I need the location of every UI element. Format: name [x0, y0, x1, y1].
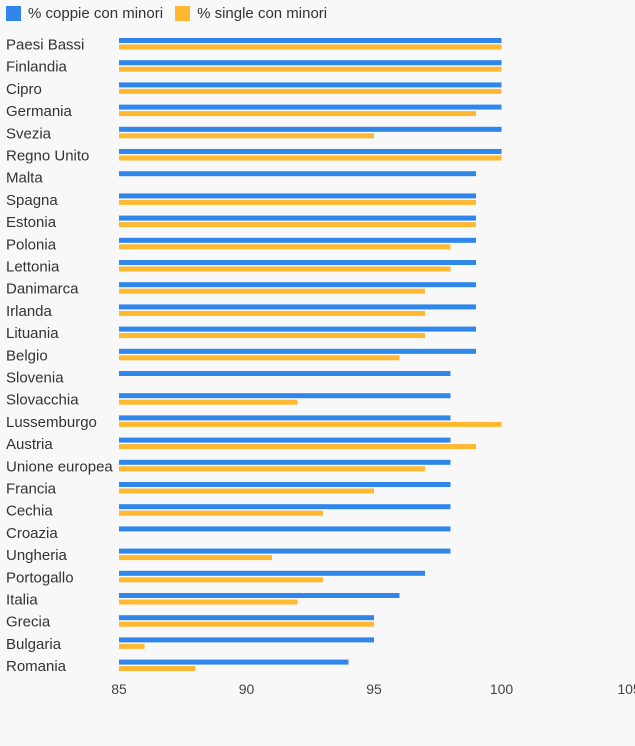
category-label: Irlanda [6, 303, 53, 320]
category-label: Bulgaria [6, 636, 62, 653]
category-label: Cechia [6, 503, 53, 520]
bar-couples [119, 460, 451, 465]
category-label: Italia [6, 592, 38, 609]
bar-singles [119, 489, 374, 494]
x-tick-label: 105 [617, 681, 635, 697]
bar-couples [119, 149, 502, 154]
bar-couples [119, 593, 400, 598]
bar-couples [119, 216, 476, 221]
bar-singles [119, 200, 476, 205]
category-label: Svezia [6, 125, 52, 142]
bar-couples [119, 349, 476, 354]
bar-singles [119, 355, 400, 360]
bar-couples [119, 438, 451, 443]
bar-singles [119, 311, 425, 316]
category-label: Finlandia [6, 59, 68, 76]
bar-singles [119, 333, 425, 338]
bar-couples [119, 260, 476, 265]
category-label: Unione europea [6, 458, 113, 475]
bar-singles [119, 444, 476, 449]
category-label: Germania [6, 103, 73, 120]
category-label: Ungheria [6, 547, 68, 564]
bar-couples [119, 282, 476, 287]
category-label: Francia [6, 481, 57, 498]
bar-singles [119, 267, 451, 272]
bar-singles [119, 600, 298, 605]
category-label: Lituania [6, 325, 59, 342]
category-label: Lettonia [6, 259, 60, 276]
bar-couples [119, 526, 451, 531]
bar-couples [119, 393, 451, 398]
bar-singles [119, 466, 425, 471]
bar-singles [119, 289, 425, 294]
bar-couples [119, 504, 451, 509]
bar-singles [119, 45, 502, 50]
bar-couples [119, 238, 476, 243]
x-tick-label: 90 [239, 681, 255, 697]
bar-singles [119, 244, 451, 249]
x-tick-label: 85 [111, 681, 127, 697]
bar-couples [119, 549, 451, 554]
category-label: Lussemburgo [6, 414, 97, 431]
bar-singles [119, 156, 502, 161]
bar-couples [119, 38, 502, 43]
bar-singles [119, 422, 502, 427]
category-label: Malta [6, 170, 43, 187]
bar-singles [119, 644, 145, 649]
bar-couples [119, 371, 451, 376]
bar-couples [119, 304, 476, 309]
category-label: Danimarca [6, 281, 79, 298]
bar-couples [119, 571, 425, 576]
category-label: Spagna [6, 192, 58, 209]
category-label: Romania [6, 658, 67, 675]
bar-singles [119, 400, 298, 405]
bar-couples [119, 193, 476, 198]
category-label: Austria [6, 436, 53, 453]
bar-couples [119, 105, 502, 110]
bar-singles [119, 89, 502, 94]
x-tick-label: 95 [366, 681, 382, 697]
bar-couples [119, 660, 349, 665]
bar-couples [119, 415, 451, 420]
bar-singles [119, 111, 476, 116]
category-label: Belgio [6, 347, 48, 364]
category-label: Slovenia [6, 370, 64, 387]
category-label: Portogallo [6, 569, 74, 586]
bar-couples [119, 127, 502, 132]
category-label: Paesi Bassi [6, 37, 84, 54]
bar-singles [119, 511, 323, 516]
bar-singles [119, 577, 323, 582]
bar-couples [119, 327, 476, 332]
bar-singles [119, 555, 272, 560]
bar-couples [119, 615, 374, 620]
bar-couples [119, 82, 502, 87]
bar-couples [119, 60, 502, 65]
bar-couples [119, 171, 476, 176]
category-label: Grecia [6, 614, 51, 631]
category-label: Cipro [6, 81, 42, 98]
bar-singles [119, 666, 196, 671]
category-label: Croazia [6, 525, 58, 542]
x-tick-label: 100 [490, 681, 514, 697]
bar-couples [119, 637, 374, 642]
category-label: Regno Unito [6, 148, 89, 165]
bar-couples [119, 482, 451, 487]
bar-singles [119, 133, 374, 138]
category-label: Slovacchia [6, 392, 79, 409]
bar-singles [119, 67, 502, 72]
category-label: Polonia [6, 236, 57, 253]
bar-singles [119, 622, 374, 627]
bar-singles [119, 222, 476, 227]
category-label: Estonia [6, 214, 57, 231]
